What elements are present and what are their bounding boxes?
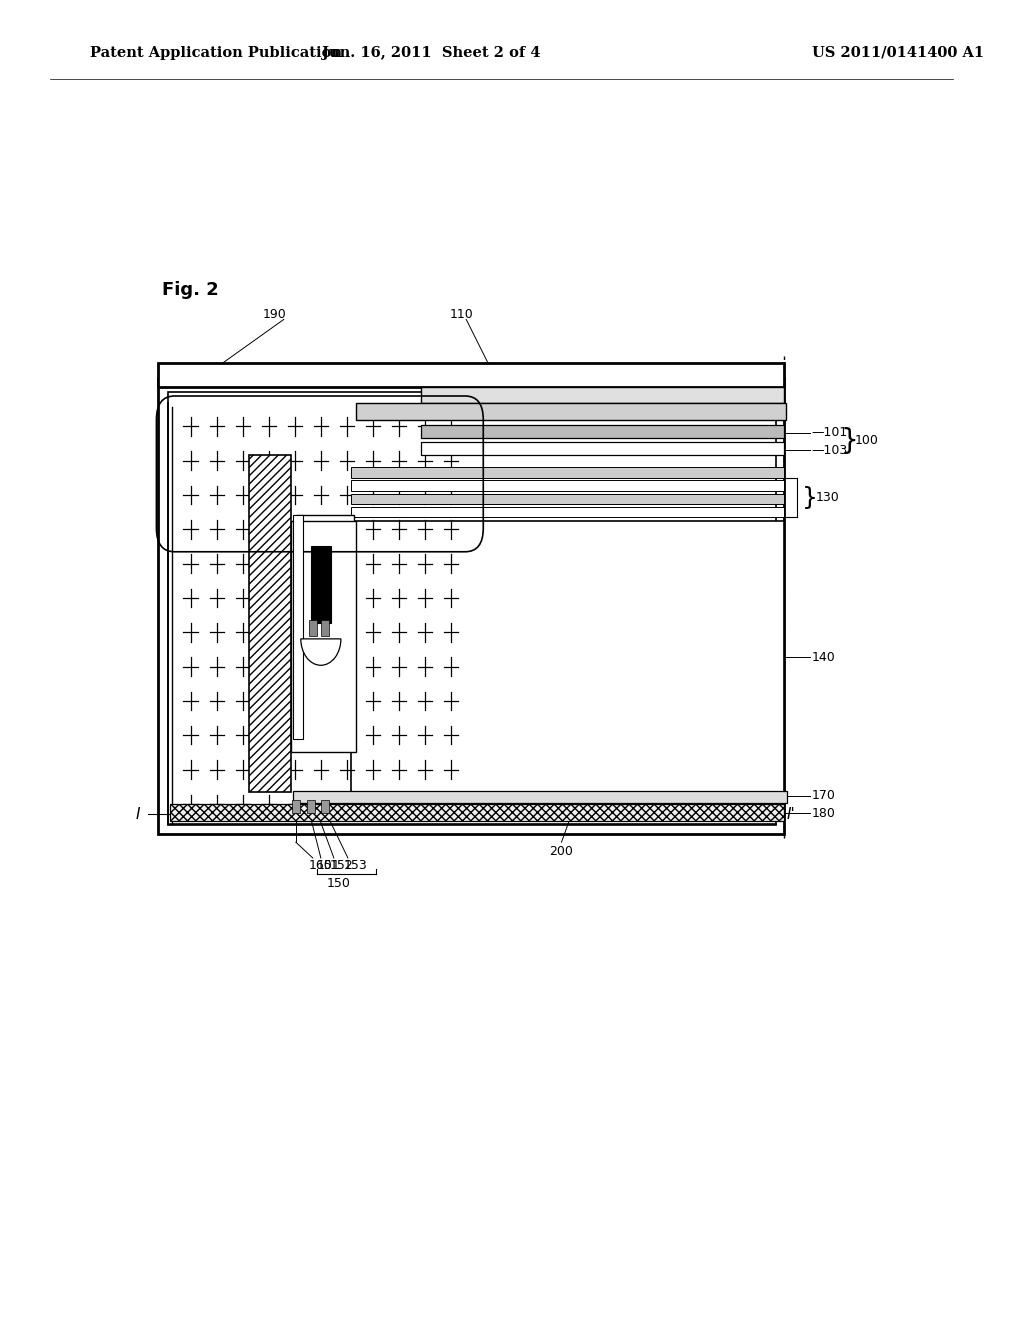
Text: 200: 200 [550,845,573,858]
Bar [351,480,784,491]
Bar [421,442,784,455]
Text: 140: 140 [812,651,836,664]
Bar [249,455,291,792]
Bar [321,620,329,636]
Bar [321,800,329,813]
Text: 180: 180 [812,807,836,820]
Bar [296,515,354,528]
Bar [311,546,331,623]
Text: 150: 150 [327,876,351,890]
Bar [159,363,784,387]
Text: Jun. 16, 2011  Sheet 2 of 4: Jun. 16, 2011 Sheet 2 of 4 [322,46,541,59]
Bar [170,804,784,821]
Bar [421,387,784,403]
Bar [293,791,787,803]
Bar [291,521,356,752]
Text: I: I [136,807,140,822]
Bar [309,620,316,636]
Bar [159,378,784,834]
Bar [292,800,300,813]
Text: Fig. 2: Fig. 2 [163,281,219,300]
Text: 153: 153 [344,859,368,873]
Bar [293,515,303,739]
Text: —103: —103 [811,444,848,457]
Text: I': I' [787,807,796,822]
Bar [307,800,314,813]
Bar [351,507,784,517]
Text: US 2011/0141400 A1: US 2011/0141400 A1 [812,46,984,59]
Text: 152: 152 [330,859,353,873]
Text: 160: 160 [309,859,333,873]
Text: }: } [841,426,858,455]
Text: 190: 190 [263,308,287,321]
Bar [351,521,784,796]
Bar [351,494,784,504]
Text: 130: 130 [816,491,840,504]
Bar [172,412,481,824]
Bar [168,392,776,825]
Text: }: } [802,486,818,510]
Text: 170: 170 [812,789,836,803]
Text: Patent Application Publication: Patent Application Publication [90,46,342,59]
Text: —101: —101 [811,426,848,440]
Text: 110: 110 [450,308,473,321]
Text: 100: 100 [854,434,879,447]
Bar [421,425,784,438]
Bar [356,403,786,420]
Text: 151: 151 [316,859,341,873]
Wedge shape [301,639,341,665]
Bar [351,467,784,478]
